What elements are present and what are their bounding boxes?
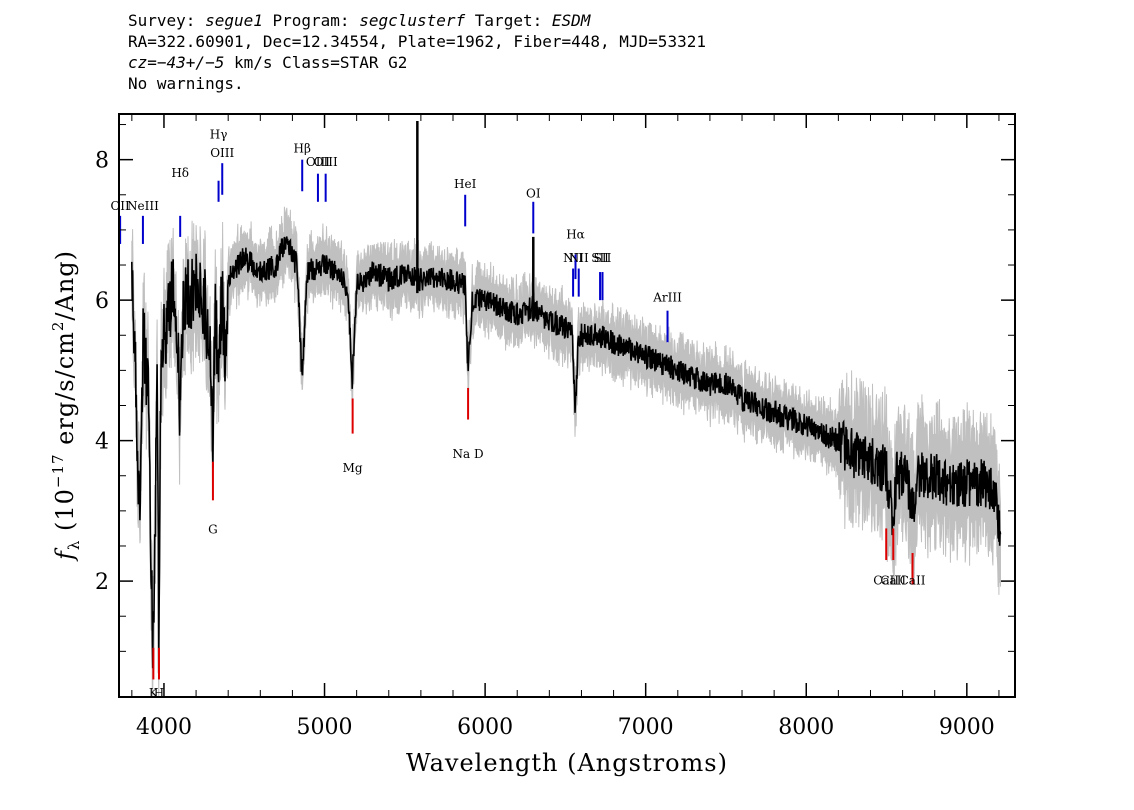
y-tick-label-1: 4 xyxy=(95,430,109,455)
absorption-line-label-7: CaII xyxy=(900,574,926,588)
cz-value: =−43+/−5 xyxy=(147,53,225,72)
y-axis-title-lambda: λ xyxy=(65,540,83,551)
program-label: Program: xyxy=(262,11,360,30)
x-tick-label-4: 8000 xyxy=(778,715,834,740)
header-line-coordinates: RA=322.60901, Dec=12.34554, Plate=1962, … xyxy=(128,32,706,51)
emission-line-label-7: OIII xyxy=(314,155,338,169)
absorption-line-label-0: K xyxy=(149,686,159,700)
absorption-line-label-2: G xyxy=(208,522,218,536)
emission-line-label-6: OIII xyxy=(306,155,330,169)
spectrum-line xyxy=(131,236,1002,674)
emission-line-label-5: Hβ xyxy=(294,142,311,156)
emission-line-label-3: Hγ xyxy=(210,128,228,142)
emission-line-label-9: OI xyxy=(526,187,541,201)
emission-line-label-4: OIII xyxy=(210,146,234,160)
header-line-redshift: cz=−43+/−5 km/s Class=STAR G2 xyxy=(128,52,706,73)
emission-line-label-12: NII xyxy=(569,251,589,265)
absorption-line-label-6: CaII xyxy=(880,574,906,588)
y-tick-label-3: 8 xyxy=(95,149,109,174)
x-tick-label-2: 6000 xyxy=(457,715,513,740)
emission-line-label-11: Hα xyxy=(566,227,585,241)
y-axis-title-exp1: −17 xyxy=(49,453,67,488)
x-tick-label-0: 4000 xyxy=(136,715,192,740)
emission-line-label-8: HeI xyxy=(454,177,477,191)
absorption-line-label-4: Na D xyxy=(453,447,484,461)
spectrum-header: Survey: segue1 Program: segclusterf Targ… xyxy=(128,10,706,94)
absorption-line-label-5: CaII xyxy=(873,574,899,588)
absorption-line-label-1: H xyxy=(154,686,164,700)
y-tick-label-2: 6 xyxy=(95,289,109,314)
emission-line-label-14: SII xyxy=(594,251,612,265)
emission-line-label-13: SII xyxy=(591,251,609,265)
emission-line-label-15: ArIII xyxy=(652,291,682,305)
y-axis-title-exp2: 2 xyxy=(49,321,67,332)
emission-line-label-2: Hδ xyxy=(171,166,189,180)
x-tick-label-1: 5000 xyxy=(297,715,353,740)
program-value: segclusterf xyxy=(359,11,466,30)
axis-ticks-layer: 4000 5000 6000 7000 8000 9000 2 4 6 8 xyxy=(95,114,1015,740)
series-layer xyxy=(131,121,1002,697)
emission-line-label-1: NeIII xyxy=(127,199,159,213)
emission-line-label-10: NII xyxy=(563,251,583,265)
cz-label: cz xyxy=(128,53,148,72)
absorption-line-label-3: Mg xyxy=(343,461,363,475)
y-axis-title: fλ (10−17 erg/s/cm2/Ang) xyxy=(49,250,83,562)
y-axis-title-f: f xyxy=(51,547,79,562)
emission-line-label-0: OII xyxy=(110,199,130,213)
x-tick-label-3: 7000 xyxy=(618,715,674,740)
class-text: km/s Class=STAR G2 xyxy=(224,53,408,72)
header-line-survey: Survey: segue1 Program: segclusterf Targ… xyxy=(128,10,706,31)
survey-label: Survey: xyxy=(128,11,206,30)
x-tick-label-5: 9000 xyxy=(939,715,995,740)
survey-value: segue1 xyxy=(205,11,263,30)
y-axis-title-pre: (10 xyxy=(51,488,79,540)
x-axis-title: Wavelength (Angstroms) xyxy=(406,749,728,777)
y-axis-title-post: /Ang) xyxy=(51,250,79,321)
target-value: ESDM xyxy=(551,11,591,30)
y-axis-title-mid: erg/s/cm xyxy=(51,331,79,453)
header-line-warnings: No warnings. xyxy=(128,74,244,93)
target-label: Target: xyxy=(465,11,552,30)
y-tick-label-0: 2 xyxy=(95,570,109,595)
